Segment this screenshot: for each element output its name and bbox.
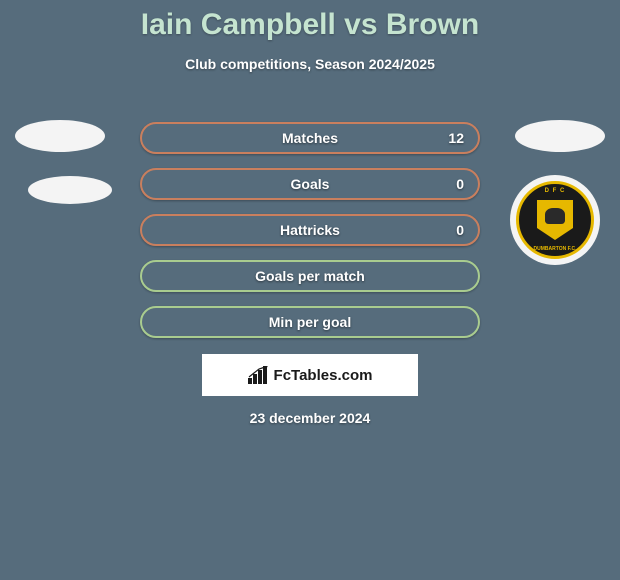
stat-value: 0 [456, 176, 464, 192]
stats-container: Matches 12 Goals 0 Hattricks 0 Goals per… [140, 122, 480, 352]
stat-label: Goals [142, 176, 478, 192]
stat-row-goals: Goals 0 [140, 168, 480, 200]
stat-label: Matches [142, 130, 478, 146]
club-badge-inner: D F C DUMBARTON F.C. [516, 181, 594, 259]
fctables-chart-icon [248, 366, 270, 384]
fctables-content: FcTables.com [248, 366, 373, 384]
season-subtitle: Club competitions, Season 2024/2025 [0, 56, 620, 72]
player-right-avatar-placeholder [515, 120, 605, 152]
fctables-attribution: FcTables.com [202, 354, 418, 396]
badge-elephant-icon [545, 208, 565, 224]
stat-value: 12 [448, 130, 464, 146]
stat-value: 0 [456, 222, 464, 238]
stat-row-min-per-goal: Min per goal [140, 306, 480, 338]
stat-label: Min per goal [142, 314, 478, 330]
badge-text-bottom: DUMBARTON F.C. [519, 246, 591, 252]
stat-row-goals-per-match: Goals per match [140, 260, 480, 292]
stat-row-matches: Matches 12 [140, 122, 480, 154]
club-badge: D F C DUMBARTON F.C. [510, 175, 600, 265]
stat-label: Goals per match [142, 268, 478, 284]
stat-row-hattricks: Hattricks 0 [140, 214, 480, 246]
comparison-title: Iain Campbell vs Brown [0, 0, 620, 42]
stat-label: Hattricks [142, 222, 478, 238]
player-left-avatar-placeholder-1 [15, 120, 105, 152]
badge-text-top: D F C [519, 188, 591, 194]
badge-shield-icon [537, 200, 573, 240]
player-left-avatar-placeholder-2 [28, 176, 112, 204]
fctables-text: FcTables.com [274, 367, 373, 384]
generation-date: 23 december 2024 [0, 410, 620, 426]
